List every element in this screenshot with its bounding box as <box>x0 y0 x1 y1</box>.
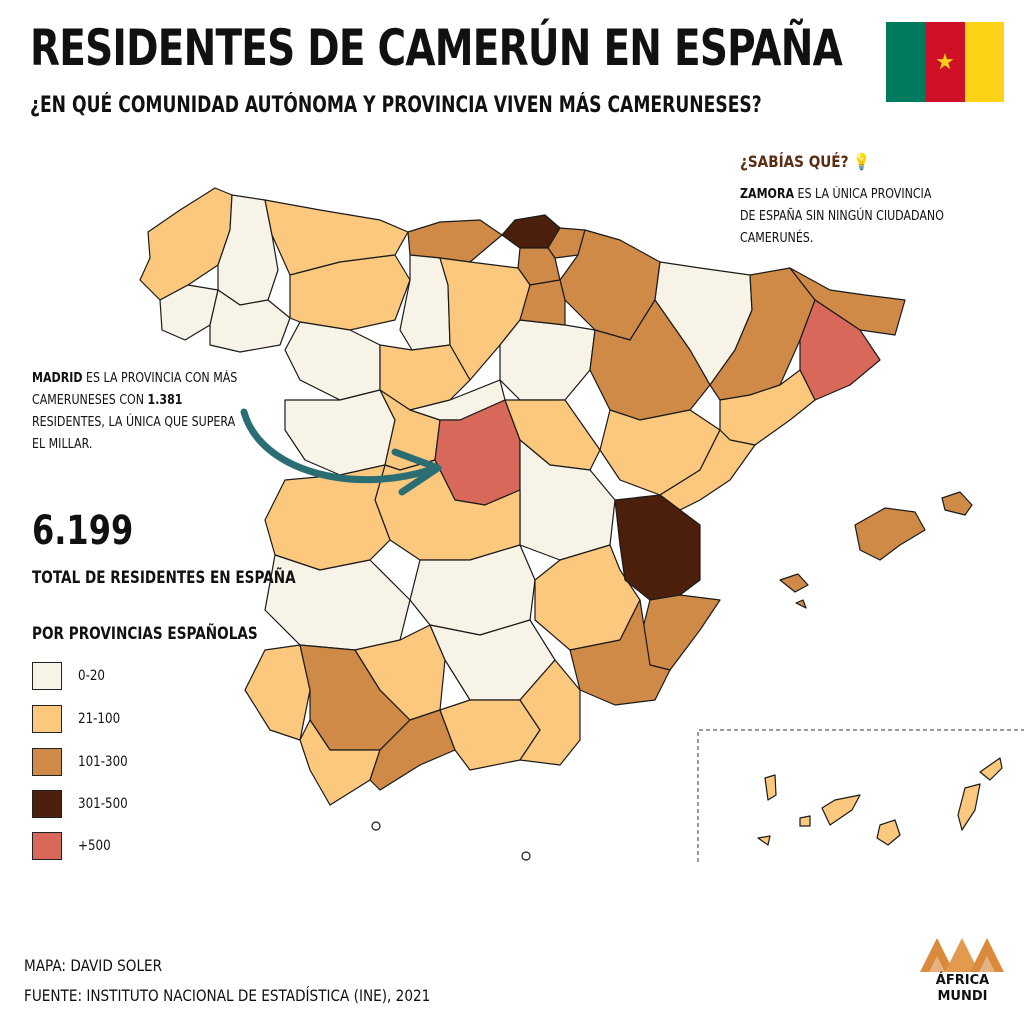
province-zamora <box>284 321 381 401</box>
province-canarias-tenerife <box>821 794 861 826</box>
legend-label: 301-500 <box>78 796 128 812</box>
province-alicante <box>639 594 721 671</box>
sabias-que-label: ¿SABÍAS QUÉ? <box>740 152 849 171</box>
africa-mundi-logo <box>920 938 1004 972</box>
province-huelva <box>244 644 311 741</box>
ceuta-marker <box>371 821 381 831</box>
province-canarias-la-palma <box>764 774 777 801</box>
map-subtitle: ¿EN QUÉ COMUNIDAD AUTÓNOMA Y PROVINCIA V… <box>30 93 762 118</box>
total-label: TOTAL DE RESIDENTES EN ESPAÑA <box>32 568 296 588</box>
province-valencia <box>614 494 701 601</box>
province-la-rioja <box>519 279 566 326</box>
zamora-highlight: ZAMORA <box>740 187 795 202</box>
legend-label: 21-100 <box>78 711 121 727</box>
canary-inset-border <box>697 729 1024 862</box>
province-baleares-formentera <box>795 599 807 609</box>
legend-label: +500 <box>78 838 111 854</box>
province-tarragona <box>719 369 816 446</box>
province-palencia <box>399 254 451 351</box>
province-zaragoza <box>589 299 711 421</box>
province-salamanca <box>284 389 396 476</box>
flag-red-stripe: ★ <box>925 22 965 102</box>
zamora-note: ZAMORA ES LA ÚNICA PROVINCIA DE ESPAÑA S… <box>740 184 948 250</box>
province-canarias-gomera <box>799 815 811 827</box>
legend-title: POR PROVINCIAS ESPAÑOLAS <box>32 624 258 644</box>
legend-label: 0-20 <box>78 668 106 684</box>
legend-label: 101-300 <box>78 754 128 770</box>
madrid-text-1: ES LA PROVINCIA CON MÁS CAMERUNESES CON <box>32 371 238 408</box>
legend-swatch <box>32 790 62 818</box>
sabias-que-title: ¿SABÍAS QUÉ? 💡 <box>740 152 870 171</box>
province-baleares-menorca <box>941 491 973 516</box>
credit-source: FUENTE: INSTITUTO NACIONAL DE ESTADÍSTIC… <box>24 986 431 1005</box>
madrid-count: 1.381 <box>147 393 183 408</box>
cameroon-flag: ★ <box>886 22 1004 102</box>
madrid-highlight: MADRID <box>32 371 83 386</box>
province-leon <box>289 254 411 331</box>
province-caceres <box>264 464 391 571</box>
madrid-arrow <box>240 408 434 484</box>
legend-item: 21-100 <box>32 705 128 733</box>
province-baleares-mallorca <box>854 507 926 561</box>
legend-swatch <box>32 662 62 690</box>
province-murcia <box>569 599 671 706</box>
logo-text: ÁFRICA MUNDI <box>915 973 1010 1005</box>
lightbulb-icon: 💡 <box>853 152 871 171</box>
zamora-text: ES LA ÚNICA PROVINCIA DE ESPAÑA SIN NING… <box>740 187 944 246</box>
province-baleares-ibiza <box>779 573 809 593</box>
province-canarias-fuerteventura <box>957 783 981 831</box>
total-number: 6.199 <box>32 508 134 554</box>
flag-green-stripe <box>886 22 926 102</box>
province-malaga <box>369 709 456 791</box>
madrid-note: MADRID ES LA PROVINCIA CON MÁS CAMERUNES… <box>32 368 240 456</box>
legend-item: +500 <box>32 832 116 860</box>
star-icon: ★ <box>935 49 955 75</box>
legend-swatch <box>32 832 62 860</box>
map-title: RESIDENTES DE CAMERÚN EN ESPAÑA <box>30 19 843 77</box>
flag-yellow-stripe <box>964 22 1004 102</box>
legend-swatch <box>32 748 62 776</box>
province-gipuzkoa <box>547 227 586 259</box>
province-almeria <box>519 659 581 766</box>
province-soria <box>499 319 596 401</box>
credit-map: MAPA: DAVID SOLER <box>24 956 163 975</box>
legend-item: 301-500 <box>32 790 137 818</box>
logo-line2: MUNDI <box>937 989 988 1004</box>
province-barcelona <box>799 299 881 401</box>
province-canarias-gran-canaria <box>876 819 901 846</box>
legend-item: 101-300 <box>32 748 137 776</box>
melilla-marker <box>521 851 531 861</box>
province-cordoba <box>354 624 446 721</box>
madrid-text-2: RESIDENTES, LA ÚNICA QUE SUPERA EL MILLA… <box>32 415 236 452</box>
logo-line1: ÁFRICA <box>935 973 990 988</box>
province-cadiz <box>299 719 381 806</box>
province-canarias-hierro <box>757 835 771 846</box>
province-canarias-lanzarote <box>979 757 1003 781</box>
legend-item: 0-20 <box>32 662 110 690</box>
legend-swatch <box>32 705 62 733</box>
madrid-arrow-head <box>391 448 442 496</box>
